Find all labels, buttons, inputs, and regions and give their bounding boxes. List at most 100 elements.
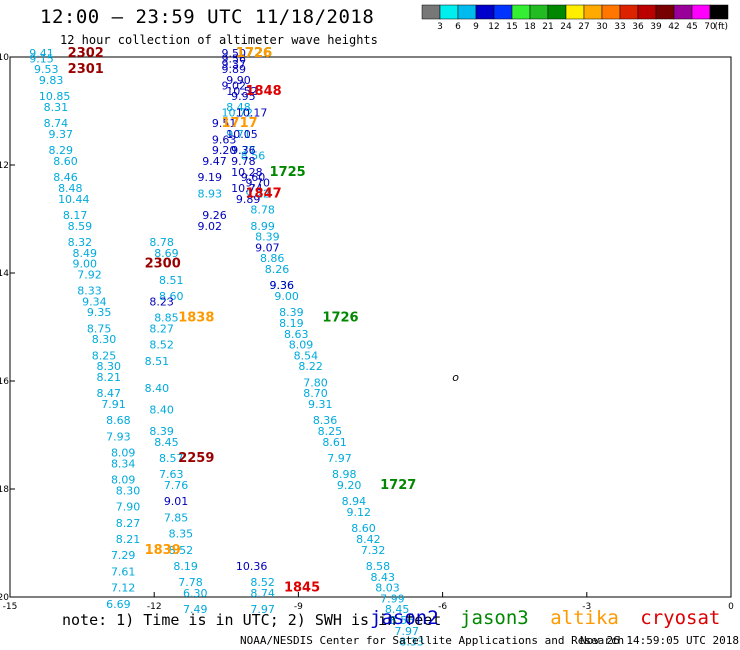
swh-label: 7.49 — [183, 603, 208, 616]
swh-label: 9.70 — [246, 177, 271, 190]
colorbar-cell — [421, 4, 441, 20]
swh-label: 9.89 — [221, 63, 246, 76]
swh-label: 8.47 — [97, 387, 122, 400]
swh-label: 7.80 — [303, 376, 328, 389]
swh-label: 9.34 — [82, 295, 107, 308]
swh-label: 8.34 — [111, 457, 136, 470]
footer-timestamp: Nov 26 14:59:05 UTC 2018 — [580, 634, 739, 647]
swh-label: 6.69 — [106, 598, 131, 611]
colorbar-cell — [709, 4, 729, 20]
swh-label: 8.09 — [111, 447, 136, 460]
swh-label: 8.21 — [97, 371, 122, 384]
axes: -15 -12 -9 -6 -3 0 -10 -12 -14 -16 -18 -20 — [0, 53, 734, 612]
legend-cryosat: cryosat — [640, 607, 721, 629]
swh-label: 8.35 — [169, 528, 194, 541]
swh-label: 9.47 — [202, 155, 227, 168]
swh-label: 8.68 — [106, 414, 131, 427]
colorbar-cell — [511, 4, 531, 20]
time-label: 1847 — [246, 186, 282, 201]
swh-label: 8.60 — [53, 155, 77, 168]
swh-label: 8.26 — [265, 263, 290, 276]
legend-jason3: jason3 — [460, 607, 529, 629]
swh-label: 9.63 — [212, 133, 237, 146]
swh-label: 7.97 — [250, 603, 274, 616]
swh-label: 9.51 — [212, 117, 237, 130]
swh-label: 8.19 — [173, 560, 198, 573]
swh-label: 9.53 — [34, 63, 59, 76]
time-label: 2259 — [178, 451, 214, 466]
swh-label: 8.74 — [250, 587, 274, 600]
colorbar-cell — [529, 4, 549, 20]
swh-label: 10.44 — [58, 193, 90, 206]
swh-label: 8.59 — [68, 220, 93, 233]
swh-label: 8.51 — [145, 355, 170, 368]
time-label: 1725 — [270, 165, 306, 180]
swh-label: 10.72 — [221, 106, 253, 119]
y-tick-label: -10 — [0, 53, 9, 63]
legend-altika: altika — [550, 607, 619, 629]
plot-border — [9, 56, 732, 598]
swh-label: 8.52 — [250, 576, 274, 589]
swh-label: 10.85 — [39, 90, 70, 103]
swh-label: 9.01 — [164, 495, 189, 508]
swh-label: 8.22 — [298, 360, 323, 373]
swh-label: 8.57 — [159, 452, 184, 465]
swh-label: 7.78 — [178, 576, 203, 589]
y-tick-label: -20 — [0, 593, 9, 603]
swh-label: 9.02 — [221, 79, 246, 92]
swh-label: 8.70 — [303, 387, 328, 400]
data-marks: 9.419.159.539.8310.858.318.749.378.298.6… — [29, 46, 459, 649]
colorbar-label: 9 — [473, 22, 479, 32]
colorbar-label: 18 — [524, 22, 536, 32]
swh-label: 7.32 — [361, 544, 386, 557]
swh-label: 9.35 — [87, 306, 112, 319]
swh-label: 8.32 — [68, 236, 93, 249]
time-label: 2302 — [68, 46, 104, 61]
swh-label: 8.60 — [159, 290, 184, 303]
marker-glyph: o — [452, 371, 459, 384]
swh-label: 10.52 — [226, 85, 257, 98]
swh-label: 8.98 — [332, 468, 357, 481]
colorbar-label: 36 — [632, 22, 644, 32]
satellite-legend: jason2 jason3 altika cryosat s3a — [370, 607, 740, 629]
colorbar-label: 70 — [704, 22, 716, 32]
swh-label: 6.30 — [183, 587, 208, 600]
colorbar-cell — [493, 4, 513, 20]
x-tick-label: 0 — [728, 602, 734, 612]
colorbar-label: 24 — [560, 22, 572, 32]
swh-label: 9.83 — [39, 74, 64, 87]
time-label: 1726 — [322, 311, 358, 326]
swh-label: 9.90 — [226, 74, 251, 87]
swh-label: 8.27 — [149, 322, 174, 335]
time-label: 1717 — [221, 116, 257, 131]
swh-label: 8.56 — [241, 150, 266, 163]
swh-label: 8.69 — [154, 247, 179, 260]
x-tick-label: -6 — [438, 602, 447, 612]
swh-label: 9.00 — [72, 258, 97, 271]
x-tick-label: -3 — [582, 602, 591, 612]
colorbar-label: 42 — [668, 22, 679, 32]
swh-label: 8.58 — [366, 560, 391, 573]
swh-label: 8.30 — [97, 360, 122, 373]
swh-label: 8.56 — [390, 614, 415, 627]
swh-label: 8.39 — [279, 306, 304, 319]
swh-label: 7.99 — [380, 592, 405, 605]
y-tick-label: -12 — [0, 161, 9, 171]
colorbar-cell — [583, 4, 603, 20]
time-label: 1726 — [236, 46, 272, 61]
colorbar-cell — [547, 4, 567, 20]
colorbar-cell — [439, 4, 459, 20]
swh-label: 8.42 — [356, 533, 381, 546]
swh-label: 9.78 — [231, 155, 256, 168]
swh-label: 9.36 — [270, 279, 295, 292]
swh-label: 8.85 — [154, 312, 179, 325]
swh-label: 9.07 — [255, 241, 280, 254]
swh-label: 8.39 — [255, 231, 280, 244]
colorbar-unit: (ft) — [714, 22, 728, 32]
swh-label: 8.86 — [260, 252, 285, 265]
swh-label: 9.20 — [337, 479, 362, 492]
colorbar-cell — [691, 4, 711, 20]
swh-label: 7.76 — [164, 479, 189, 492]
swh-label: 8.19 — [279, 317, 304, 330]
chart-title: 12:00 – 23:59 UTC 11/18/2018 — [40, 6, 375, 28]
